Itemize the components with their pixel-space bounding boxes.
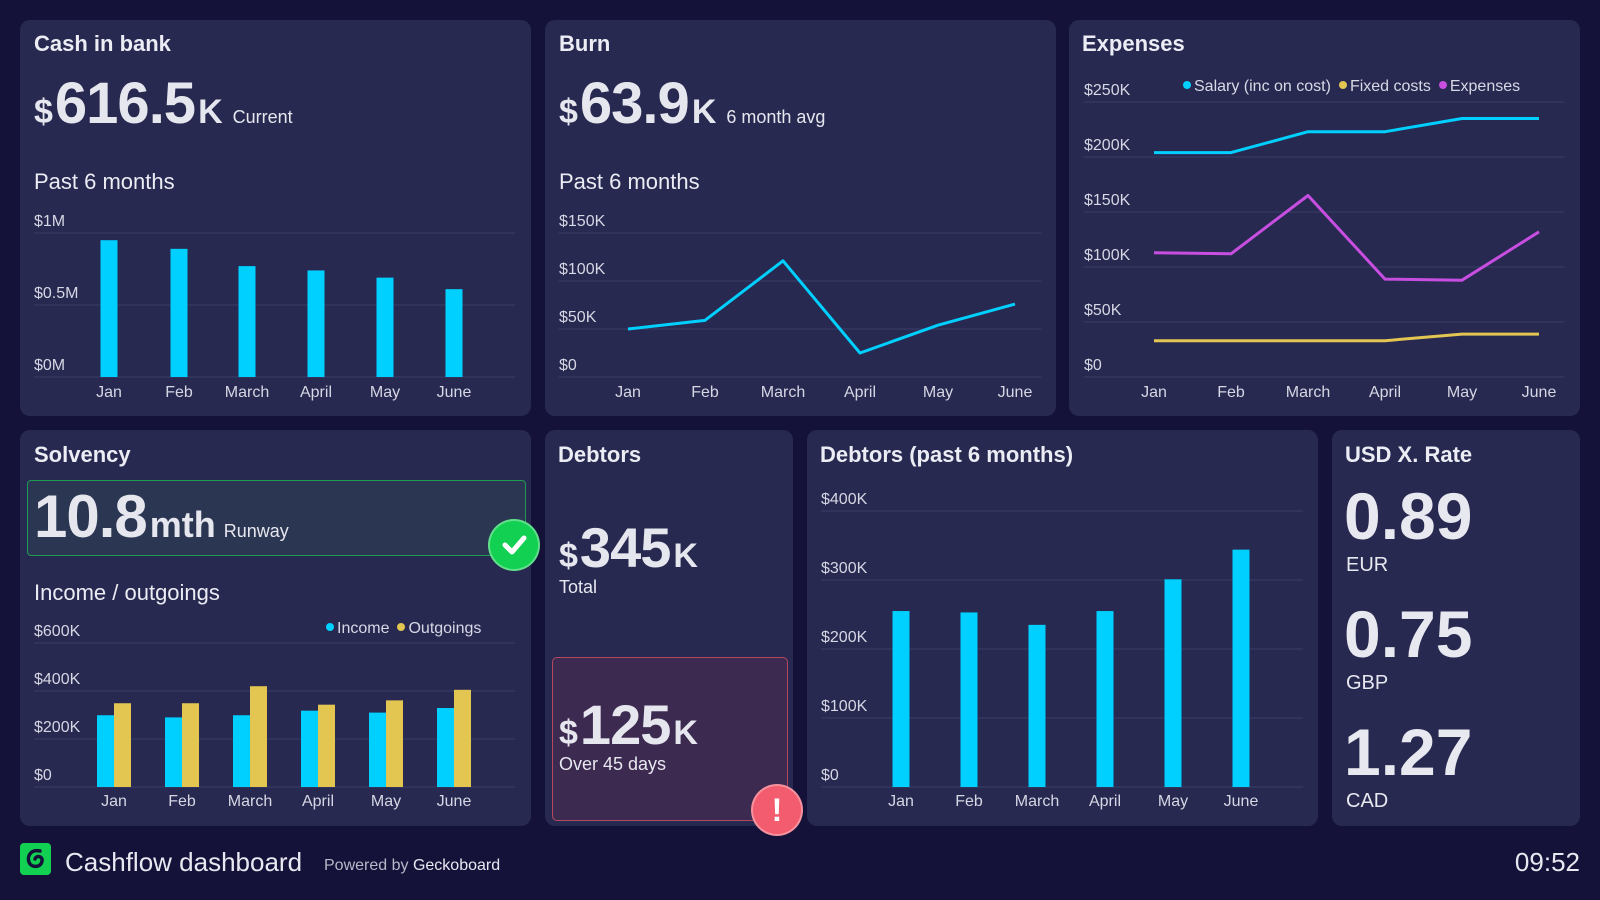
legend-dot-icon	[1183, 80, 1191, 89]
legend-item-income: Income	[326, 620, 389, 638]
fx-currency-gbp: GBP	[1346, 672, 1389, 694]
expenses-legend: Salary (inc on cost) Fixed costs Expense…	[1183, 78, 1520, 96]
burn-caption: 6 month avg	[726, 107, 826, 127]
debtors-total-caption: Total	[559, 577, 598, 597]
unit-suffix: K	[198, 93, 223, 131]
legend-item-salary: Salary (inc on cost)	[1183, 78, 1331, 96]
unit-suffix: K	[673, 714, 698, 752]
legend-label: Fixed costs	[1349, 78, 1431, 95]
runway-unit: mth	[149, 504, 216, 545]
currency-symbol: $	[559, 93, 578, 131]
overdue-amount: 125	[579, 693, 671, 756]
legend-item-expenses: Expenses	[1438, 78, 1521, 96]
check-icon	[488, 519, 540, 571]
cash-subtitle: Past 6 months	[34, 169, 175, 194]
runway-value: 10.8 mth Runway	[34, 482, 289, 551]
burn-title: Burn	[559, 31, 611, 56]
expenses-title: Expenses	[1082, 31, 1185, 56]
legend-item-fixed-costs: Fixed costs	[1338, 78, 1431, 96]
solvency-title: Solvency	[34, 442, 131, 467]
brand-link[interactable]: Geckoboard	[412, 857, 501, 874]
currency-symbol: $	[34, 93, 53, 131]
debtors-total-amount: 345	[579, 516, 671, 579]
overdue-caption: Over 45 days	[559, 754, 667, 774]
exclamation-icon: !	[751, 784, 803, 836]
cash-amount: 616.5	[54, 71, 196, 136]
cash-title: Cash in bank	[34, 31, 171, 56]
dashboard-title: Cashflow dashboard	[65, 847, 303, 877]
burn-amount: 63.9	[579, 71, 690, 136]
clock: 09:52	[1514, 847, 1580, 877]
debtors-total-value: $ 345 K	[559, 515, 698, 580]
geckoboard-logo-icon	[20, 843, 51, 875]
fx-title: USD X. Rate	[1345, 442, 1473, 467]
unit-suffix: K	[673, 537, 698, 575]
legend-label: Income	[337, 620, 390, 637]
cash-caption: Current	[232, 107, 293, 127]
fx-rate-cad: 1.27	[1344, 715, 1473, 789]
runway-box	[27, 480, 526, 556]
fx-currency-cad: CAD	[1346, 790, 1389, 812]
overdue-box	[552, 657, 788, 821]
income-outgoings-subtitle: Income / outgoings	[34, 580, 220, 605]
fx-currency-eur: EUR	[1346, 554, 1389, 576]
overdue-value: $ 125 K	[559, 692, 698, 757]
fx-panel	[1332, 430, 1580, 826]
cash-value: $ 616.5 K Current	[34, 70, 293, 137]
unit-suffix: K	[691, 93, 717, 131]
burn-value: $ 63.9 K 6 month avg	[559, 70, 825, 137]
legend-label: Salary (inc on cost)	[1194, 78, 1331, 95]
legend-label: Expenses	[1449, 78, 1521, 95]
currency-symbol: $	[559, 537, 578, 575]
currency-symbol: $	[559, 714, 578, 752]
fx-rate-eur: 0.89	[1344, 479, 1473, 553]
runway-amount: 10.8	[34, 483, 148, 550]
income-legend: Income Outgoings	[326, 620, 481, 638]
fx-rate-gbp: 0.75	[1344, 597, 1473, 671]
debtors-chart-title: Debtors (past 6 months)	[820, 442, 1074, 467]
legend-item-outgoings: Outgoings	[397, 620, 481, 638]
debtors-chart-panel	[807, 430, 1318, 826]
runway-caption: Runway	[223, 521, 289, 541]
legend-label: Outgoings	[408, 620, 482, 637]
legend-dot-icon	[1338, 80, 1347, 89]
legend-dot-icon	[326, 622, 334, 631]
powered-by-label: Powered by	[324, 857, 409, 874]
legend-dot-icon	[397, 622, 406, 631]
powered-by: Powered by Geckoboard	[324, 857, 500, 875]
legend-dot-icon	[1438, 80, 1447, 89]
debtors-title: Debtors	[558, 442, 642, 467]
burn-subtitle: Past 6 months	[559, 169, 700, 194]
